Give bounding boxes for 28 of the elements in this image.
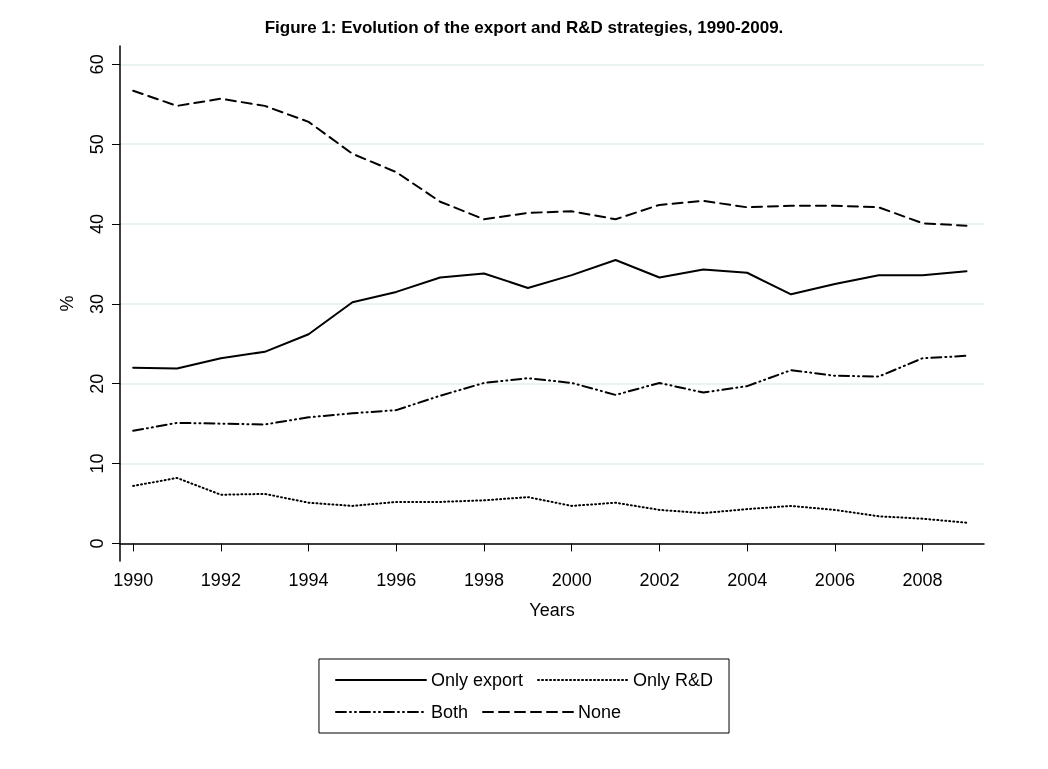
- x-tick-label: 2006: [814, 570, 855, 590]
- y-tick-label: 60: [87, 54, 107, 75]
- line-series: [132, 354, 968, 432]
- x-tick-label: 1994: [288, 570, 329, 590]
- legend-label: Only R&D: [633, 670, 714, 690]
- x-tick-label: 1992: [200, 570, 241, 590]
- x-tick-label: 2004: [727, 570, 768, 590]
- x-tick-label: 2008: [902, 570, 943, 590]
- y-axis-title: %: [57, 295, 77, 312]
- line-series: [132, 476, 968, 524]
- x-axis-title: Years: [529, 600, 575, 620]
- x-tick-label: 1990: [113, 570, 154, 590]
- chart-title: Figure 1: Evolution of the export and R&D strategies, 1990-2009.: [264, 18, 784, 37]
- y-tick-label: 10: [87, 453, 107, 474]
- y-tick-label: 30: [87, 293, 107, 314]
- x-tick-label: 1996: [376, 570, 417, 590]
- legend-label: Both: [430, 702, 468, 722]
- y-tick-label: 40: [87, 214, 107, 235]
- legend-label: None: [578, 702, 622, 722]
- y-tick-label: 20: [87, 373, 107, 394]
- x-tick-label: 2002: [639, 570, 680, 590]
- x-tick-label: 1998: [464, 570, 505, 590]
- legend-label: Only export: [430, 670, 524, 690]
- y-tick-label: 0: [87, 538, 107, 549]
- line-series: [132, 89, 968, 227]
- y-tick-label: 50: [87, 134, 107, 155]
- line-series: [132, 258, 968, 370]
- x-tick-label: 2000: [551, 570, 592, 590]
